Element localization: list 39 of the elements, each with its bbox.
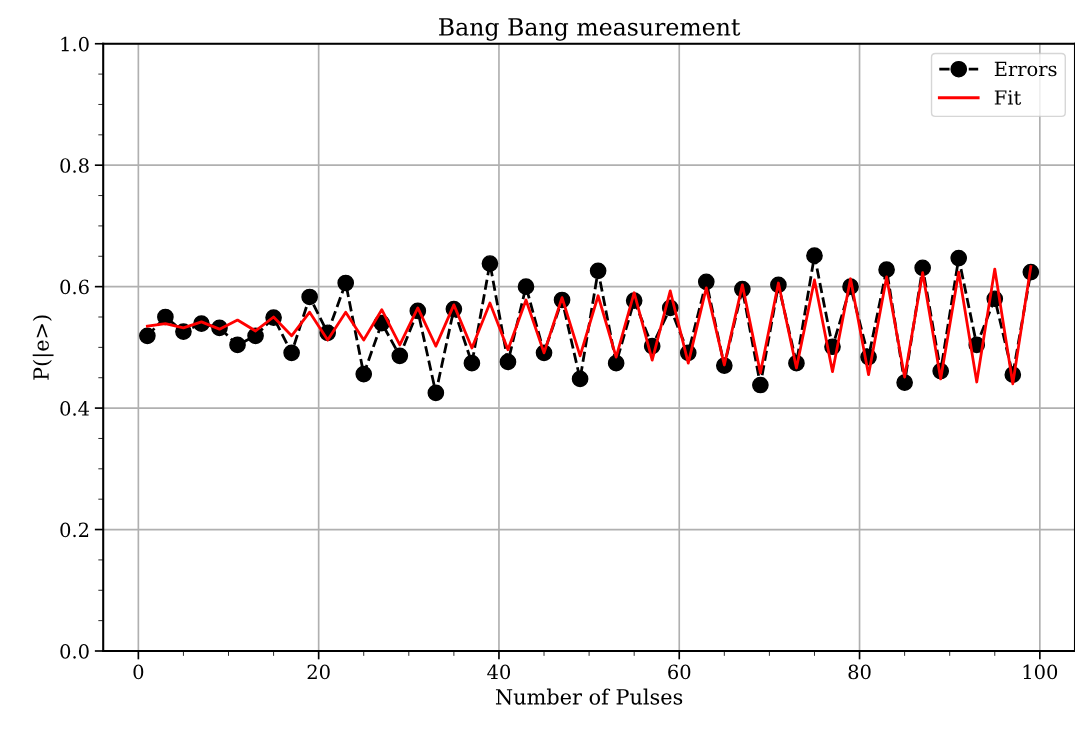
y-tick-label: 0.4 <box>60 401 90 416</box>
point <box>878 261 895 278</box>
legend-label: Errors <box>994 61 1057 77</box>
point <box>139 327 156 345</box>
point <box>914 259 931 277</box>
legend-label: Fit <box>994 90 1022 105</box>
x-tick-label: 20 <box>307 664 330 680</box>
y-tick-label: 0.6 <box>60 279 89 295</box>
x-tick-label: 0 <box>133 664 144 680</box>
point <box>499 353 517 371</box>
y-tick-label: 0.8 <box>60 158 89 173</box>
x-axis-title: Number of Pulses <box>495 688 683 705</box>
point <box>752 376 769 394</box>
x-tick-label: 100 <box>1023 664 1058 680</box>
point <box>589 262 607 280</box>
point <box>283 344 300 362</box>
point <box>391 347 409 365</box>
point <box>896 374 913 391</box>
point <box>517 278 535 295</box>
point <box>481 255 499 272</box>
point <box>337 274 355 292</box>
x-tick-label: 80 <box>848 664 871 680</box>
y-tick-label: 1.0 <box>61 36 89 52</box>
point <box>950 249 968 267</box>
y-tick-label: 0.2 <box>60 522 89 538</box>
y-axis-title: P(|e>) <box>32 315 54 380</box>
point <box>301 288 318 306</box>
x-tick-label: 60 <box>668 664 691 680</box>
point <box>806 247 823 265</box>
point <box>697 273 715 291</box>
point <box>229 336 246 354</box>
point <box>463 354 481 372</box>
point <box>607 354 625 372</box>
y-tick-label: 0.0 <box>60 643 89 659</box>
point <box>571 370 589 388</box>
chart-title: Bang Bang measurement <box>439 18 741 41</box>
point <box>355 365 373 383</box>
point <box>427 384 445 402</box>
x-tick-label: 40 <box>487 664 511 680</box>
